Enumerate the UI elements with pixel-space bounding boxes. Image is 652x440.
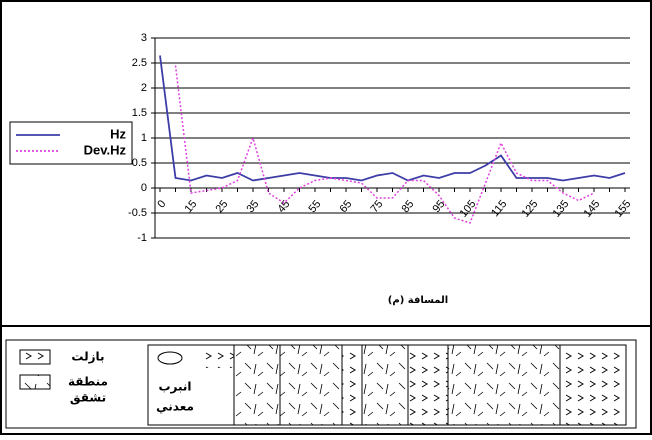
y-tick-label: 2.5	[132, 57, 147, 69]
basalt-block	[408, 345, 448, 425]
pipe-label: انبرب	[158, 380, 191, 394]
y-tick-label: 0	[141, 182, 147, 194]
fracture-block	[362, 345, 408, 425]
fracture-label: منطقة	[68, 375, 108, 389]
y-tick-label: 1	[141, 132, 147, 144]
pipe-label: معدني	[156, 400, 194, 414]
basalt-block	[342, 345, 362, 425]
legend-label: Hz	[110, 126, 126, 141]
x-axis-title: المسافة (م)	[388, 295, 448, 306]
fracture-label: تشقق	[70, 391, 106, 405]
fracture-block	[280, 345, 342, 425]
y-tick-label: 1.5	[132, 107, 147, 119]
legend-label: Dev.Hz	[84, 142, 127, 157]
fracture-block	[448, 345, 560, 425]
fracture-swatch	[20, 375, 50, 389]
y-tick-label: -1	[137, 232, 147, 244]
basalt-swatch	[20, 350, 50, 364]
basalt-label: بازلت	[71, 350, 104, 364]
pipe-pattern	[200, 350, 234, 368]
fracture-block	[234, 345, 280, 425]
y-tick-label: 2	[141, 82, 147, 94]
basalt-block	[560, 345, 626, 425]
y-tick-label: 3	[141, 32, 147, 44]
y-tick-label: -0.5	[128, 207, 147, 219]
y-tick-label: 0.5	[132, 157, 147, 169]
page: المسافة (م) HzDev.Hz بازلت منطقة تشقق ان…	[0, 0, 652, 435]
